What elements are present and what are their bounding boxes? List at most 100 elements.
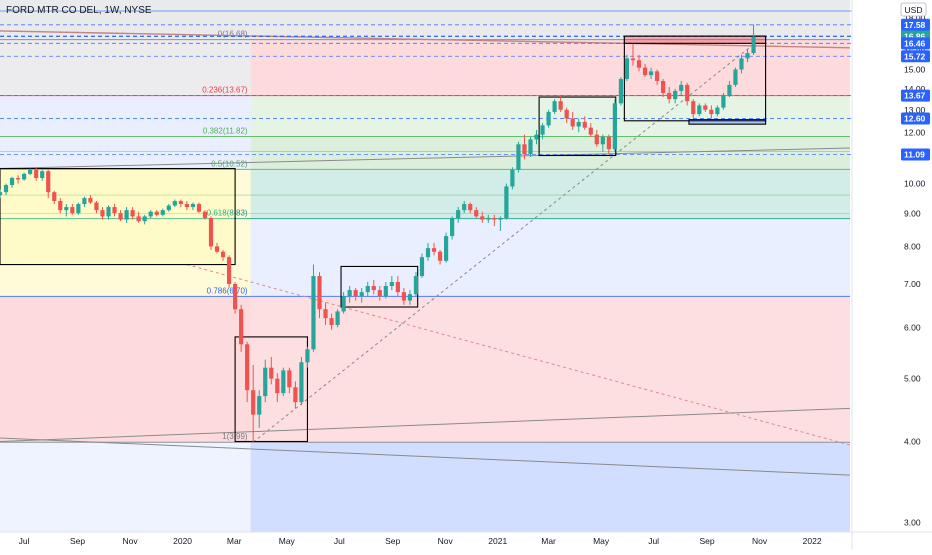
candle-body [100, 210, 105, 217]
candle-body [70, 207, 75, 214]
y-tick-label: 7.00 [904, 279, 921, 289]
price-badge-label: 12.60 [904, 114, 926, 124]
x-tick-label: Jul [19, 536, 30, 546]
currency-badge [900, 2, 927, 17]
candle-body [263, 367, 268, 397]
price-badge-label: 16.46 [904, 38, 926, 48]
price-badge-label: 17.58 [904, 20, 926, 30]
candle-body [0, 192, 3, 196]
candle-body [431, 248, 437, 252]
candle-body [462, 204, 467, 211]
candle-body [679, 84, 684, 91]
fib-level-label: 0.236(13.67) [202, 86, 248, 95]
candle-body [202, 211, 208, 218]
candle-body [600, 137, 605, 145]
candle-body [34, 169, 39, 179]
price-axis-panel [852, 0, 932, 550]
uptrend-dashed-line [252, 43, 754, 443]
candle-body [594, 134, 599, 145]
price-badge [901, 89, 930, 102]
candle-body [299, 362, 304, 403]
fib-band [250, 39, 850, 96]
fib-band [250, 169, 850, 219]
candle-body [510, 169, 515, 187]
candle-body [40, 171, 45, 179]
candle-body [142, 216, 147, 222]
y-tick-label: 18.00 [904, 13, 926, 23]
candle-body [425, 248, 431, 258]
candle-body [226, 257, 232, 284]
y-tick-label: 13.00 [904, 105, 926, 115]
candle-body [606, 137, 611, 150]
candle-body [751, 36, 756, 54]
candle-body [281, 370, 286, 394]
pre-fib-band [0, 218, 251, 297]
candle-body [534, 134, 539, 140]
candle-body [112, 207, 117, 214]
candle-body [15, 178, 21, 180]
x-tick-label: Sep [385, 536, 400, 546]
candle-body [636, 60, 642, 68]
price-badge-label: 15.72 [904, 51, 926, 61]
candle-body [82, 198, 87, 205]
candle-body [251, 390, 256, 415]
candle-body [220, 251, 226, 258]
candle-body [317, 276, 322, 310]
candle-body [576, 121, 581, 127]
x-tick-label: 2022 [803, 536, 822, 546]
y-tick-label: 5.00 [904, 374, 921, 384]
candle-body [516, 144, 521, 170]
candle-body [166, 205, 171, 211]
fib-band-bottom [0, 442, 850, 532]
candle-body [588, 127, 593, 135]
fib-level-label: 0.5(10.52) [211, 159, 248, 168]
y-tick-label: 8.00 [904, 241, 921, 251]
support-zone-box [688, 119, 767, 125]
candle-body [437, 251, 443, 261]
candle-body [443, 236, 449, 261]
price-badge-label: 16.86 [904, 32, 926, 42]
candle-body [715, 107, 720, 115]
time-axis-panel [0, 532, 932, 550]
price-badge [901, 50, 930, 63]
candle-body [673, 90, 678, 100]
candle-body [233, 283, 238, 310]
fib-level-label: 0(16.68) [218, 30, 248, 39]
fib-band [250, 218, 850, 297]
candle-body [118, 213, 123, 220]
candle-body [305, 349, 310, 363]
pre-fib-band [0, 95, 251, 137]
candle-body [293, 387, 298, 403]
candle-body [136, 216, 141, 222]
candle-body [341, 296, 346, 312]
x-tick-label: Sep [70, 536, 85, 546]
candle-body [745, 53, 750, 59]
candle-body [522, 144, 527, 155]
candle-body [287, 370, 292, 388]
x-tick-label: Nov [438, 536, 454, 546]
x-tick-label: Mar [541, 536, 556, 546]
candle-body [172, 201, 177, 206]
channel-trend-line [0, 147, 851, 170]
x-tick-label: Sep [699, 536, 714, 546]
candle-body [184, 204, 189, 208]
support-trend-line [0, 407, 851, 442]
candle-body [245, 344, 250, 391]
candle-body [618, 79, 624, 104]
candle-body [365, 286, 370, 293]
candle-body [269, 367, 274, 379]
candle-body [329, 318, 334, 326]
candle-body [311, 276, 316, 350]
candle-body [395, 281, 400, 293]
x-tick-label: Mar [227, 536, 242, 546]
candle-body [480, 216, 485, 220]
fib-level-label: 0.786(6.70) [207, 286, 248, 295]
candle-body [727, 84, 732, 95]
x-tick-label: May [593, 536, 610, 546]
fib-band [250, 136, 850, 170]
y-tick-label: 14.00 [904, 84, 926, 94]
candle-body [697, 105, 702, 115]
fib-band-bottom-right [250, 442, 850, 532]
